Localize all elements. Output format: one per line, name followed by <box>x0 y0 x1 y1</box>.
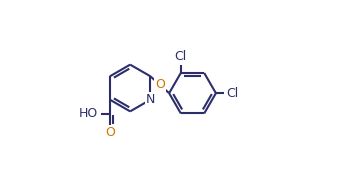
Text: O: O <box>105 126 115 139</box>
Text: Cl: Cl <box>226 87 239 100</box>
Text: HO: HO <box>79 107 98 120</box>
Text: O: O <box>155 78 165 91</box>
Text: Cl: Cl <box>175 50 187 62</box>
Text: N: N <box>146 93 155 106</box>
